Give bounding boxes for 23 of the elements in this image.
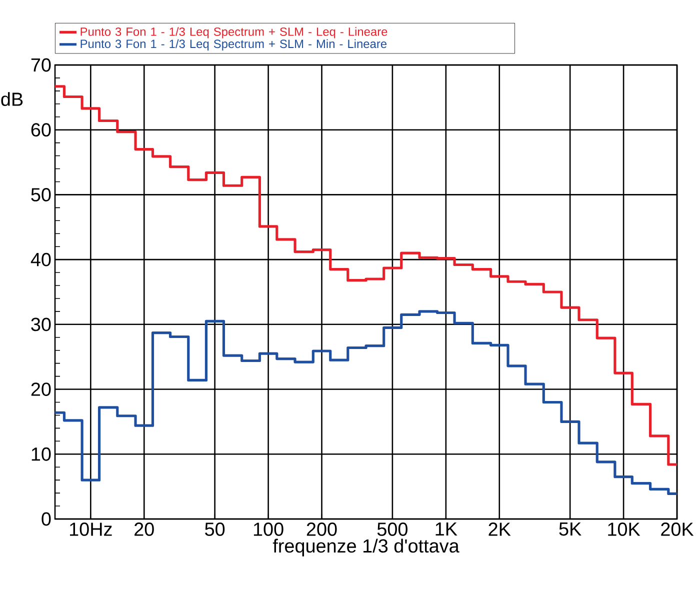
- x-tick-label: 20K: [661, 522, 694, 536]
- x-tick-label: 10Hz: [70, 522, 112, 536]
- y-tick-label: 10: [32, 447, 51, 461]
- y-tick-label: 20: [31, 382, 51, 396]
- x-tick-label: 20: [134, 522, 154, 536]
- y-tick-label: 50: [31, 188, 51, 202]
- x-tick-label: 500: [377, 522, 408, 536]
- x-tick-label: 100: [254, 522, 284, 536]
- y-axis-title: dB: [1, 92, 23, 106]
- x-tick-label: 2K: [488, 522, 511, 536]
- y-tick-label: 40: [30, 252, 51, 266]
- x-tick-label: 10K: [608, 522, 640, 536]
- x-axis-title: frequenze 1/3 d'ottava: [272, 538, 460, 556]
- y-tick-label: 60: [31, 123, 51, 137]
- x-tick-label: 200: [306, 522, 337, 536]
- legend-label: Punto 3 Fon 1 - 1/3 Leq Spectrum + SLM - Min - Lineare: [80, 39, 387, 50]
- x-tick-label: 5K: [559, 522, 582, 536]
- y-tick-label: 0: [42, 512, 51, 526]
- x-tick-label: 50: [205, 522, 225, 536]
- y-tick-label: 70: [31, 58, 51, 72]
- y-tick-label: 30: [31, 318, 51, 332]
- legend-label: Punto 3 Fon 1 - 1/3 Leq Spectrum + SLM - Leq - Lineare: [80, 27, 388, 38]
- x-tick-label: 1K: [436, 522, 458, 536]
